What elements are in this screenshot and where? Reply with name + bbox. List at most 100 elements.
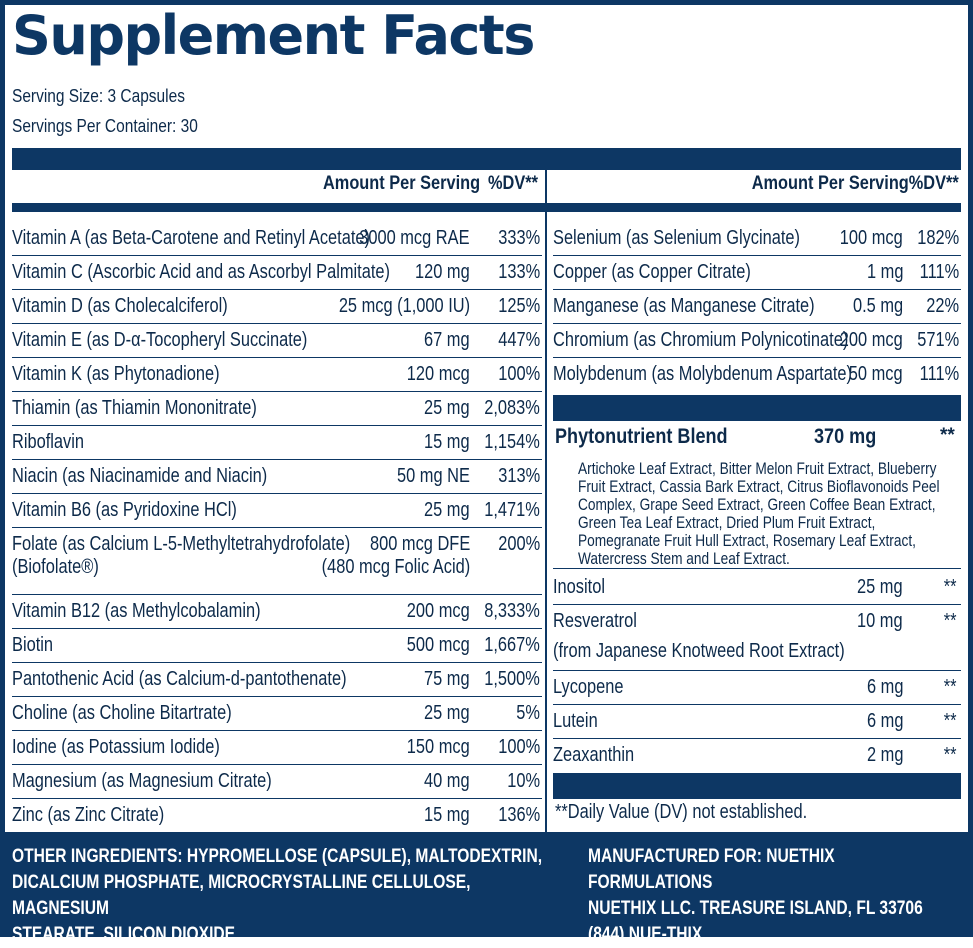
nutrient-amount: 25 mcg (1,000 IU) [338, 295, 470, 317]
nutrient-dv: ** [944, 610, 957, 632]
header-bar [12, 148, 961, 170]
nutrient-amount: 25 mg [424, 702, 470, 724]
nutrient-name-line2: (from Japanese Knotweed Root Extract) [553, 640, 845, 662]
nutrient-dv: 100% [498, 736, 540, 758]
nutrient-dv: 313% [498, 465, 540, 487]
nutrient-name: Manganese (as Manganese Citrate) [553, 295, 815, 317]
nutrient-row: Riboflavin 15 mg 1,154% [12, 426, 542, 460]
nutrient-amount: 2 mg [866, 744, 903, 766]
nutrient-name: Lycopene [553, 676, 624, 698]
nutrient-name: Copper (as Copper Citrate) [553, 261, 751, 283]
nutrient-amount: 150 mcg [407, 736, 470, 758]
nutrient-amount: 40 mg [424, 770, 470, 792]
nutrient-dv: 1,500% [484, 668, 540, 690]
nutrient-name: Iodine (as Potassium Iodide) [12, 736, 220, 758]
other-ingredients-line: OTHER INGREDIENTS: HYPROMELLOSE (CAPSULE… [12, 846, 543, 867]
nutrient-dv: 5% [516, 702, 540, 724]
nutrient-row: Magnesium (as Magnesium Citrate) 40 mg 10% [12, 765, 542, 799]
servings-per-container: Servings Per Container: 30 [12, 116, 198, 136]
nutrient-name: Niacin (as Niacinamide and Niacin) [12, 465, 268, 487]
nutrient-dv: 100% [498, 363, 540, 385]
nutrient-dv: 200% [498, 533, 540, 555]
nutrient-amount: 67 mg [424, 329, 470, 351]
blend-ingredients: Artichoke Leaf Extract, Bitter Melon Fru… [578, 460, 940, 568]
nutrient-row: Vitamin B12 (as Methylcobalamin) 200 mcg 8… [12, 595, 542, 629]
nutrient-amount: 50 mg NE [397, 465, 470, 487]
nutrient-row: Folate (as Calcium L-5-Methyltetrahydrof… [12, 528, 542, 595]
other-ingredients-line: STEARATE, SILICON DIOXIDE. [12, 924, 240, 945]
nutrient-dv: 133% [498, 261, 540, 283]
nutrient-amount: 15 mg [424, 804, 470, 826]
nutrient-name: Biotin [12, 634, 54, 656]
nutrient-dv: ** [944, 676, 957, 698]
nutrient-dv: ** [944, 576, 957, 598]
nutrient-row: Pantothenic Acid (as Calcium-d-pantothen… [12, 663, 542, 697]
nutrient-row: Vitamin A (as Beta-Carotene and Retinyl … [12, 222, 542, 256]
nutrient-amount: 200 mcg [407, 600, 470, 622]
nutrient-amount: 25 mg [857, 576, 903, 598]
nutrient-name: Vitamin D (as Cholecalciferol) [12, 295, 228, 317]
nutrient-name: Lutein [553, 710, 598, 732]
other-ingredients: OTHER INGREDIENTS: HYPROMELLOSE (CAPSULE… [12, 844, 570, 948]
manufacturer-info: MANUFACTURED FOR: NUETHIX FORMULATIONS N… [588, 844, 957, 948]
nutrient-dv: 333% [498, 227, 540, 249]
nutrient-row: Niacin (as Niacinamide and Niacin) 50 mg … [12, 460, 542, 494]
header-divider [12, 203, 961, 212]
nutrient-dv: 2,083% [484, 397, 540, 419]
nutrient-amount: 200 mcg [840, 329, 903, 351]
nutrient-amount: 100 mcg [840, 227, 903, 249]
nutrient-row: Selenium (as Selenium Glycinate) 100 mcg 1… [553, 222, 961, 256]
nutrient-name: Vitamin A (as Beta-Carotene and Retinyl … [12, 227, 370, 249]
nutrient-row: Lutein 6 mg ** [553, 705, 961, 739]
nutrient-row: Manganese (as Manganese Citrate) 0.5 mg 22… [553, 290, 961, 324]
nutrient-name: Zeaxanthin [553, 744, 635, 766]
page-title: Supplement Facts [12, 4, 535, 67]
nutrient-name: Selenium (as Selenium Glycinate) [553, 227, 801, 249]
nutrient-row: Lycopene 6 mg ** [553, 671, 961, 705]
nutrient-name: Vitamin B6 (as Pyridoxine HCl) [12, 499, 237, 521]
nutrient-name: Choline (as Choline Bitartrate) [12, 702, 232, 724]
nutrient-dv: 447% [498, 329, 540, 351]
nutrient-name: Magnesium (as Magnesium Citrate) [12, 770, 272, 792]
nutrient-dv: ** [944, 744, 957, 766]
serving-size: Serving Size: 3 Capsules [12, 86, 185, 106]
nutrient-amount: 50 mcg [849, 363, 903, 385]
nutrient-row: Molybdenum (as Molybdenum Aspartate) 50 m… [553, 358, 961, 392]
nutrient-dv: 8,333% [484, 600, 540, 622]
nutrient-amount: 75 mg [424, 668, 470, 690]
nutrient-dv: 1,667% [484, 634, 540, 656]
footnote: **Daily Value (DV) not established. [555, 801, 808, 823]
nutrient-amount-line2: (480 mcg Folic Acid) [321, 556, 470, 578]
nutrient-amount: 25 mg [424, 499, 470, 521]
nutrient-dv: 111% [919, 363, 959, 385]
nutrient-dv: 571% [917, 329, 959, 351]
blend-dv: ** [940, 425, 955, 446]
nutrient-amount: 15 mg [424, 431, 470, 453]
nutrient-amount: 0.5 mg [852, 295, 903, 317]
nutrient-amount: 1 mg [866, 261, 903, 283]
nutrient-name: Chromium (as Chromium Polynicotinate) [553, 329, 849, 351]
blend-amount: 370 mg [814, 425, 877, 448]
left-amount-header: Amount Per Serving [323, 173, 481, 194]
nutrient-dv: 111% [919, 261, 959, 283]
right-header: Amount Per Serving%DV** [751, 173, 959, 194]
footer-panel: OTHER INGREDIENTS: HYPROMELLOSE (CAPSULE… [0, 832, 973, 945]
nutrient-name: Resveratrol [553, 610, 637, 632]
nutrient-name: Pantothenic Acid (as Calcium-d-pantothen… [12, 668, 347, 690]
blend-bar [553, 395, 961, 421]
nutrient-row: Vitamin E (as D-α-Tocopheryl Succinate) 6… [12, 324, 542, 358]
nutrient-row: Iodine (as Potassium Iodide) 150 mcg 100% [12, 731, 542, 765]
nutrient-amount: 25 mg [424, 397, 470, 419]
manufacturer-line: (844) NUE-THIX [588, 924, 703, 945]
nutrient-dv: 182% [917, 227, 959, 249]
nutrient-row: Copper (as Copper Citrate) 1 mg 111% [553, 256, 961, 290]
nutrient-dv: 136% [498, 804, 540, 826]
nutrient-row: Vitamin K (as Phytonadione) 120 mcg 100% [12, 358, 542, 392]
blend-name: Phytonutrient Blend [555, 425, 728, 448]
nutrient-row: Vitamin B6 (as Pyridoxine HCl) 25 mg 1,471… [12, 494, 542, 528]
manufacturer-line: MANUFACTURED FOR: NUETHIX FORMULATIONS [588, 846, 835, 893]
nutrient-dv: ** [944, 710, 957, 732]
nutrient-name: Folate (as Calcium L-5-Methyltetrahydrof… [12, 533, 351, 555]
nutrient-dv: 1,471% [484, 499, 540, 521]
